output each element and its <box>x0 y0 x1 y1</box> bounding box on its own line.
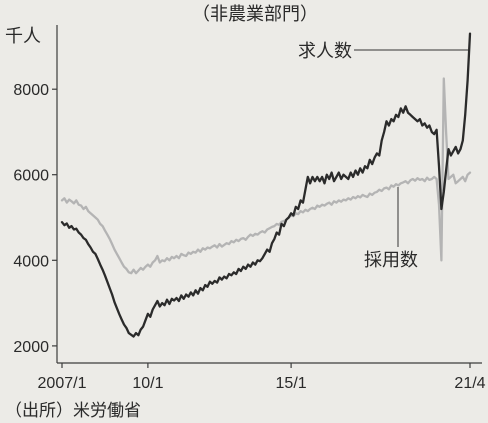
y-axis-unit-label: 千人 <box>5 26 41 47</box>
series-line-hires <box>60 77 472 275</box>
x-tick-label: 15/1 <box>276 375 307 392</box>
x-tick-label: 21/4 <box>454 375 485 392</box>
y-axis-ticks: 2000 4000 6000 8000 <box>13 82 57 356</box>
x-tick-label: 10/1 <box>132 375 163 392</box>
y-tick-label: 4000 <box>13 253 49 270</box>
hires-label: 採用数 <box>364 250 418 271</box>
x-tick-label: 2007/1 <box>38 375 87 392</box>
chart-subtitle: （非農業部門） <box>192 4 318 25</box>
y-tick-label: 6000 <box>13 168 49 185</box>
y-tick-label: 2000 <box>13 339 49 356</box>
series-lines <box>60 32 472 338</box>
series-line-job-openings <box>60 32 472 338</box>
job-openings-label: 求人数 <box>298 41 352 62</box>
y-tick-label: 8000 <box>13 82 49 99</box>
x-axis-ticks: 2007/1 10/1 15/1 21/4 <box>38 363 486 392</box>
source-note: （出所）米労働省 <box>5 401 141 421</box>
